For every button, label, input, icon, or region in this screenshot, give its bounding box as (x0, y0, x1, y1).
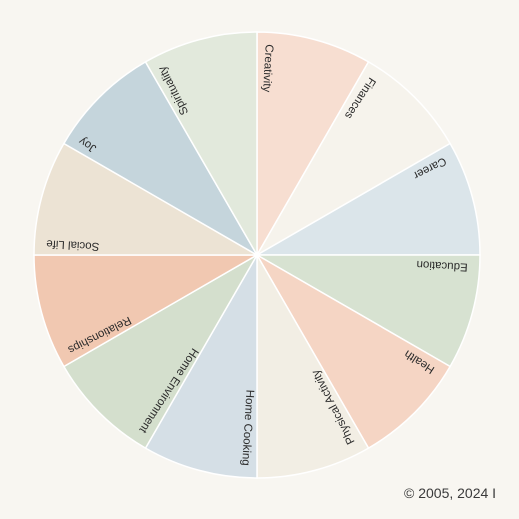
segment-label-education: Education (416, 258, 468, 273)
segment-physical-activity (256, 252, 370, 479)
segment-home-environment (62, 252, 260, 450)
copyright-notice: © 2005, 2024 I (404, 485, 497, 501)
segment-label-social-life: Social Life (46, 237, 100, 252)
segment-finances (254, 60, 452, 258)
segment-career (254, 142, 481, 256)
segment-creativity (256, 31, 370, 258)
segment-label-home-cooking: Home Cooking (239, 389, 255, 466)
segment-social-life (33, 142, 260, 256)
segment-relationships (33, 254, 260, 368)
segment-joy (62, 60, 260, 258)
segment-spirituality (144, 31, 258, 258)
wheel-segments (33, 31, 481, 479)
segment-home-cooking (144, 252, 258, 479)
segment-label-creativity: Creativity (260, 44, 275, 93)
segment-education (254, 254, 481, 368)
segment-health (254, 252, 452, 450)
